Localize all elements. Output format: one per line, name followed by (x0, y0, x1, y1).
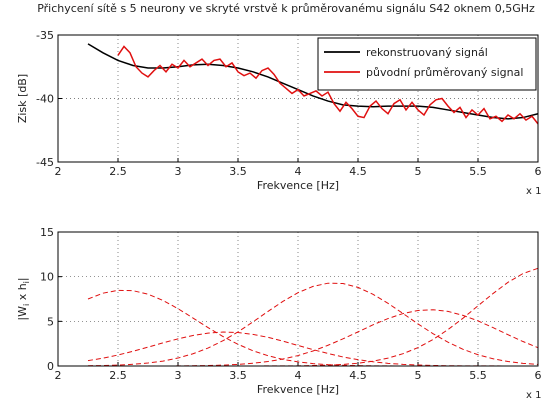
x-tick-label: 3 (175, 369, 182, 382)
x-tick-label: 4 (295, 165, 302, 178)
plot-area (58, 232, 538, 366)
legend-box (317, 37, 537, 91)
y-axis-label-part: | (16, 277, 29, 281)
series-line (117, 45, 539, 125)
x-tick-label: 2.5 (109, 369, 127, 382)
y-axis-label-part: i (22, 304, 31, 306)
y-axis-label-part: |W (16, 306, 29, 321)
y-tick-label: 5 (47, 315, 54, 328)
x-axis-label: Frekvence [Hz] (257, 179, 339, 192)
x-exponent: x 109 (526, 386, 542, 401)
x-tick-label: 2 (55, 165, 62, 178)
x-tick-label: 5 (415, 165, 422, 178)
x-exponent-base: x 10 (526, 390, 542, 401)
x-tick-label: 4 (295, 369, 302, 382)
legend-label: původní průměrovaný signal (366, 66, 523, 79)
x-tick-label: 6 (535, 165, 542, 178)
x-tick-label: 3 (175, 165, 182, 178)
y-tick-label: -35 (36, 29, 54, 42)
series-line (87, 282, 539, 367)
axes-frame (57, 34, 539, 163)
x-tick-label: 3.5 (229, 369, 247, 382)
x-tick-label: 4.5 (349, 369, 367, 382)
x-tick-label: 6 (535, 369, 542, 382)
y-tick-label: 0 (47, 360, 54, 373)
y-axis-label-part: x h (16, 283, 29, 304)
x-tick-label: 2.5 (109, 165, 127, 178)
x-exponent-base: x 10 (526, 186, 542, 197)
y-axis-label-part: Zisk [dB] (16, 74, 29, 123)
y-axis-label-part: i (22, 281, 31, 283)
x-tick-label: 4.5 (349, 165, 367, 178)
y-tick-label: 10 (40, 271, 54, 284)
y-tick-label: -45 (36, 156, 54, 169)
x-tick-label: 5.5 (469, 369, 487, 382)
x-tick-label: 2 (55, 369, 62, 382)
x-axis-label: Frekvence [Hz] (257, 383, 339, 396)
x-exponent: x 109 (526, 182, 542, 197)
x-tick-label: 5 (415, 369, 422, 382)
x-tick-label: 3.5 (229, 165, 247, 178)
y-tick-label: 15 (40, 226, 54, 239)
y-axis-label: Zisk [dB] (16, 74, 29, 123)
chart-title: Přichycení sítě s 5 neurony ve skryté vr… (37, 2, 535, 15)
legend-label: rekonstruovaný signál (366, 46, 488, 59)
x-tick-label: 5.5 (469, 165, 487, 178)
y-tick-label: -40 (36, 93, 54, 106)
y-axis-label: |Wi x hi| (16, 277, 31, 320)
axes-frame (57, 231, 539, 367)
